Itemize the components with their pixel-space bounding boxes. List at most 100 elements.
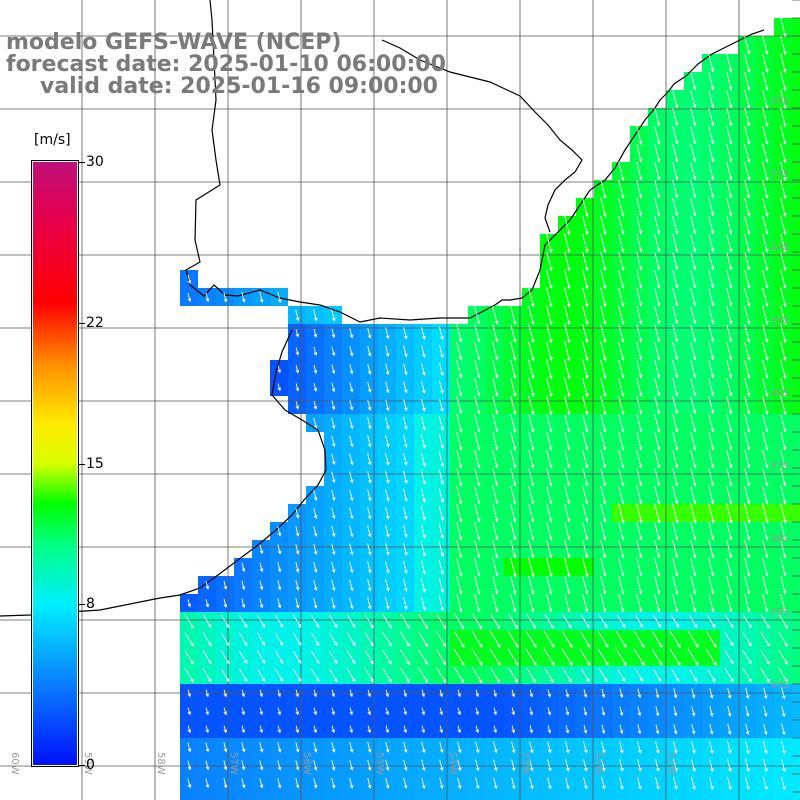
wind-arrow: [493, 777, 498, 790]
wind-cell: [792, 324, 800, 342]
wind-arrow: [546, 323, 553, 344]
wind-arrow: [438, 344, 444, 359]
latitude-label: 40S: [770, 680, 789, 691]
wind-arrow: [421, 344, 426, 358]
wind-arrow: [564, 486, 571, 505]
wind-arrow: [403, 777, 408, 790]
wind-arrow: [367, 777, 372, 789]
wind-cell: [792, 342, 800, 360]
wind-arrow: [655, 740, 660, 754]
wind-arrow: [780, 414, 787, 433]
wind-arrow: [690, 144, 697, 163]
wind-arrow: [618, 414, 625, 433]
wind-arrow: [400, 649, 410, 666]
wind-arrow: [331, 417, 336, 430]
wind-arrow: [310, 668, 320, 683]
wind-arrow: [633, 630, 645, 648]
wind-arrow: [489, 630, 501, 648]
wind-arrow: [403, 416, 408, 431]
wind-arrow: [438, 595, 444, 612]
wind-arrow: [744, 503, 751, 524]
wind-cell: [792, 522, 800, 540]
wind-arrow: [367, 381, 372, 393]
wind-arrow: [780, 35, 787, 56]
wind-arrow: [400, 667, 410, 684]
wind-arrow: [778, 667, 788, 683]
wind-arrow: [744, 216, 751, 235]
wind-arrow: [672, 450, 679, 469]
longitude-label: 57W: [228, 752, 239, 775]
wind-arrow: [475, 777, 480, 790]
wind-arrow: [654, 468, 661, 487]
wind-arrow: [295, 580, 300, 591]
longitude-label: 52W: [593, 752, 604, 775]
wind-arrow: [400, 613, 410, 630]
wind-arrow: [492, 396, 499, 415]
wind-arrow: [600, 305, 607, 326]
wind-arrow: [672, 144, 679, 163]
coastline-north: [185, 0, 765, 323]
wind-arrow: [528, 522, 535, 541]
wind-arrow: [565, 741, 570, 754]
wind-arrow: [277, 365, 282, 374]
wind-cell: [792, 414, 800, 432]
wind-arrow: [367, 725, 372, 734]
wind-arrow: [528, 414, 535, 433]
wind-arrow: [655, 758, 660, 772]
wind-arrow: [618, 450, 625, 469]
wind-arrow: [385, 777, 390, 789]
wind-arrow: [708, 90, 715, 109]
wind-arrow: [708, 216, 715, 235]
wind-arrow: [780, 450, 787, 469]
wind-arrow: [744, 72, 751, 91]
wind-arrow: [583, 688, 588, 698]
wind-arrow: [637, 740, 642, 754]
wind-arrow: [492, 504, 499, 523]
wind-arrow: [492, 486, 499, 505]
wind-arrow: [313, 707, 318, 716]
wind-arrow: [510, 305, 517, 325]
wind-arrow: [367, 561, 372, 574]
wind-cell: [792, 576, 800, 594]
wind-cell: [792, 540, 800, 558]
wind-arrow: [654, 576, 661, 595]
wind-arrow: [511, 707, 516, 716]
wind-cell: [306, 792, 324, 800]
wind-arrow: [687, 630, 699, 648]
wind-arrow: [708, 198, 715, 217]
wind-arrow: [439, 725, 444, 734]
wind-arrow: [690, 432, 697, 451]
wind-arrow: [744, 468, 751, 487]
wind-arrow: [184, 631, 194, 647]
wind-arrow: [220, 614, 230, 629]
wind-arrow: [762, 558, 769, 577]
wind-arrow: [690, 776, 696, 791]
wind-arrow: [690, 540, 697, 559]
wind-arrow: [601, 724, 606, 735]
wind-arrow: [510, 414, 517, 433]
wind-arrow: [241, 598, 246, 609]
wind-arrow: [528, 305, 535, 326]
wind-arrow: [492, 324, 499, 343]
wind-arrow: [456, 558, 463, 577]
wind-arrow: [597, 630, 609, 648]
wind-arrow: [490, 667, 501, 684]
wind-arrow: [490, 613, 501, 630]
wind-arrow: [618, 341, 625, 361]
wind-arrow: [564, 468, 571, 487]
wind-arrow: [274, 668, 284, 682]
wind-arrow: [385, 506, 390, 520]
wind-arrow: [636, 576, 643, 595]
wind-arrow: [744, 776, 750, 791]
wind-arrow: [672, 324, 679, 343]
wind-arrow: [762, 107, 769, 127]
wind-arrow: [349, 453, 354, 466]
wind-arrow: [202, 650, 212, 665]
wind-arrow: [724, 650, 734, 665]
wind-arrow: [259, 544, 264, 555]
wind-arrow: [277, 778, 282, 789]
wind-cell: [792, 180, 800, 198]
wind-arrow: [528, 504, 535, 523]
wind-arrow: [672, 198, 679, 217]
